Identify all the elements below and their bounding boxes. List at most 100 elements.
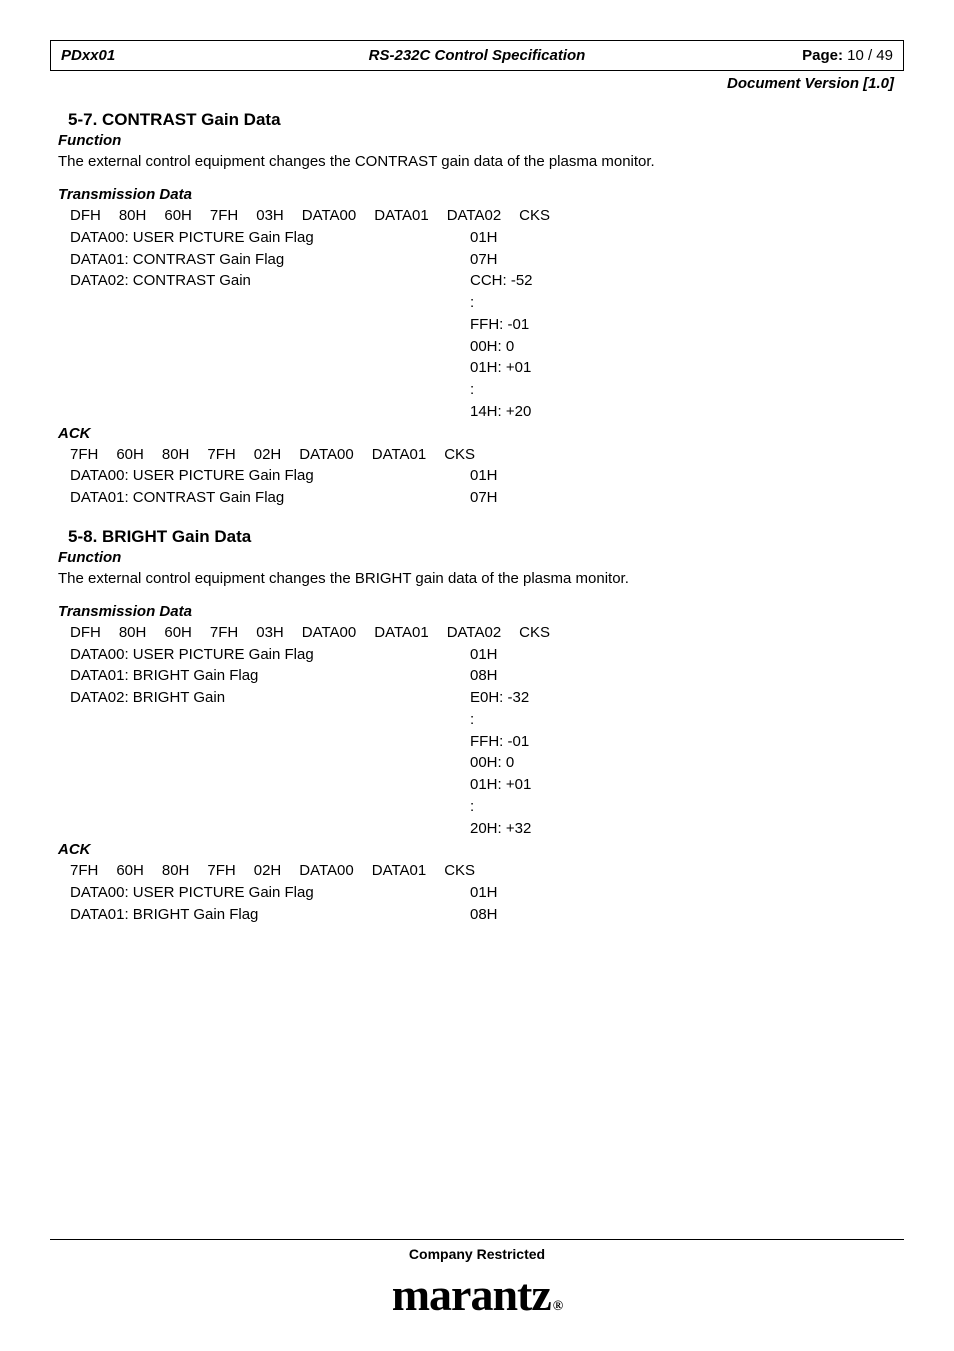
byte: 02H: [254, 444, 300, 466]
byte: 60H: [164, 622, 210, 644]
row-label: DATA01: BRIGHT Gain Flag: [70, 665, 470, 687]
row-label: [70, 752, 470, 774]
ack-bytes-2: 7FH60H80H7FH02HDATA00DATA01CKS: [70, 860, 904, 882]
byte: CKS: [444, 860, 493, 882]
row-value: E0H: -32: [470, 687, 620, 709]
row-label: DATA01: CONTRAST Gain Flag: [70, 487, 470, 509]
byte: 7FH: [210, 622, 256, 644]
row-value: 00H: 0: [470, 752, 620, 774]
header-box: PDxx01 RS-232C Control Specification Pag…: [50, 40, 904, 71]
row-label: DATA00: USER PICTURE Gain Flag: [70, 882, 470, 904]
byte: DATA01: [374, 205, 446, 227]
row-value: 01H: [470, 465, 620, 487]
brand-logo: marantz®: [392, 1268, 563, 1321]
row-label: DATA02: BRIGHT Gain: [70, 687, 470, 709]
data-row: DATA01: BRIGHT Gain Flag08H: [70, 904, 904, 926]
byte: 7FH: [70, 444, 116, 466]
doc-version: Document Version [1.0]: [50, 75, 904, 92]
byte: CKS: [519, 622, 568, 644]
data-row: DATA02: CONTRAST GainCCH: -52: [70, 270, 904, 292]
data-row: :: [70, 379, 904, 401]
byte: 80H: [119, 622, 165, 644]
byte: 7FH: [70, 860, 116, 882]
row-value: 00H: 0: [470, 336, 620, 358]
byte: 03H: [256, 205, 302, 227]
row-value: :: [470, 709, 620, 731]
byte: CKS: [519, 205, 568, 227]
row-label: [70, 774, 470, 796]
row-label: [70, 401, 470, 423]
row-value: :: [470, 292, 620, 314]
data-row: 00H: 0: [70, 336, 904, 358]
data-row: 00H: 0: [70, 752, 904, 774]
row-value: 01H: +01: [470, 357, 620, 379]
row-value: 01H: [470, 227, 620, 249]
byte: 60H: [164, 205, 210, 227]
row-value: 14H: +20: [470, 401, 620, 423]
row-value: FFH: -01: [470, 731, 620, 753]
data-row: DATA00: USER PICTURE Gain Flag01H: [70, 227, 904, 249]
byte: 60H: [116, 444, 162, 466]
data-row: FFH: -01: [70, 314, 904, 336]
row-label: [70, 818, 470, 840]
data-row: DATA00: USER PICTURE Gain Flag01H: [70, 882, 904, 904]
byte: DATA00: [302, 205, 374, 227]
function-text-2: The external control equipment changes t…: [58, 568, 904, 589]
byte: 80H: [119, 205, 165, 227]
row-label: DATA00: USER PICTURE Gain Flag: [70, 227, 470, 249]
section-5-8-heading: 5-8. BRIGHT Gain Data: [68, 527, 904, 547]
row-label: DATA00: USER PICTURE Gain Flag: [70, 644, 470, 666]
function-label-1: Function: [58, 132, 904, 149]
row-label: [70, 709, 470, 731]
row-label: [70, 379, 470, 401]
row-value: :: [470, 379, 620, 401]
byte: DATA00: [299, 860, 371, 882]
byte: 7FH: [207, 444, 253, 466]
data-row: DATA00: USER PICTURE Gain Flag01H: [70, 644, 904, 666]
row-value: 08H: [470, 904, 620, 926]
byte: DATA00: [302, 622, 374, 644]
byte: 7FH: [210, 205, 256, 227]
row-label: [70, 731, 470, 753]
byte: DFH: [70, 205, 119, 227]
data-row: DATA01: CONTRAST Gain Flag07H: [70, 249, 904, 271]
byte: DATA01: [372, 444, 444, 466]
row-value: 01H: [470, 644, 620, 666]
data-row: 20H: +32: [70, 818, 904, 840]
byte: CKS: [444, 444, 493, 466]
byte: DFH: [70, 622, 119, 644]
data-row: FFH: -01: [70, 731, 904, 753]
byte: DATA02: [447, 622, 519, 644]
data-row: :: [70, 796, 904, 818]
footer: Company Restricted marantz®: [0, 1239, 954, 1321]
data-row: DATA01: CONTRAST Gain Flag07H: [70, 487, 904, 509]
ack-label-2: ACK: [58, 841, 904, 858]
byte: DATA02: [447, 205, 519, 227]
row-value: 08H: [470, 665, 620, 687]
data-row: :: [70, 292, 904, 314]
header-row: PDxx01 RS-232C Control Specification Pag…: [61, 47, 893, 64]
row-label: [70, 336, 470, 358]
footer-divider: [50, 1239, 904, 1240]
data-row: 14H: +20: [70, 401, 904, 423]
footer-restricted: Company Restricted: [0, 1246, 954, 1262]
row-value: 01H: +01: [470, 774, 620, 796]
registered-icon: ®: [553, 1299, 562, 1315]
transmission-data-label-1: Transmission Data: [58, 186, 904, 203]
row-value: 07H: [470, 487, 620, 509]
row-label: DATA02: CONTRAST Gain: [70, 270, 470, 292]
data-row: 01H: +01: [70, 774, 904, 796]
ack-bytes-1: 7FH60H80H7FH02HDATA00DATA01CKS: [70, 444, 904, 466]
row-value: 01H: [470, 882, 620, 904]
byte: DATA01: [374, 622, 446, 644]
row-label: DATA01: BRIGHT Gain Flag: [70, 904, 470, 926]
row-label: DATA00: USER PICTURE Gain Flag: [70, 465, 470, 487]
row-value: FFH: -01: [470, 314, 620, 336]
transmission-data-label-2: Transmission Data: [58, 603, 904, 620]
byte: DATA01: [372, 860, 444, 882]
row-value: CCH: -52: [470, 270, 620, 292]
row-value: :: [470, 796, 620, 818]
row-label: [70, 292, 470, 314]
section-5-7-heading: 5-7. CONTRAST Gain Data: [68, 110, 904, 130]
row-value: 07H: [470, 249, 620, 271]
